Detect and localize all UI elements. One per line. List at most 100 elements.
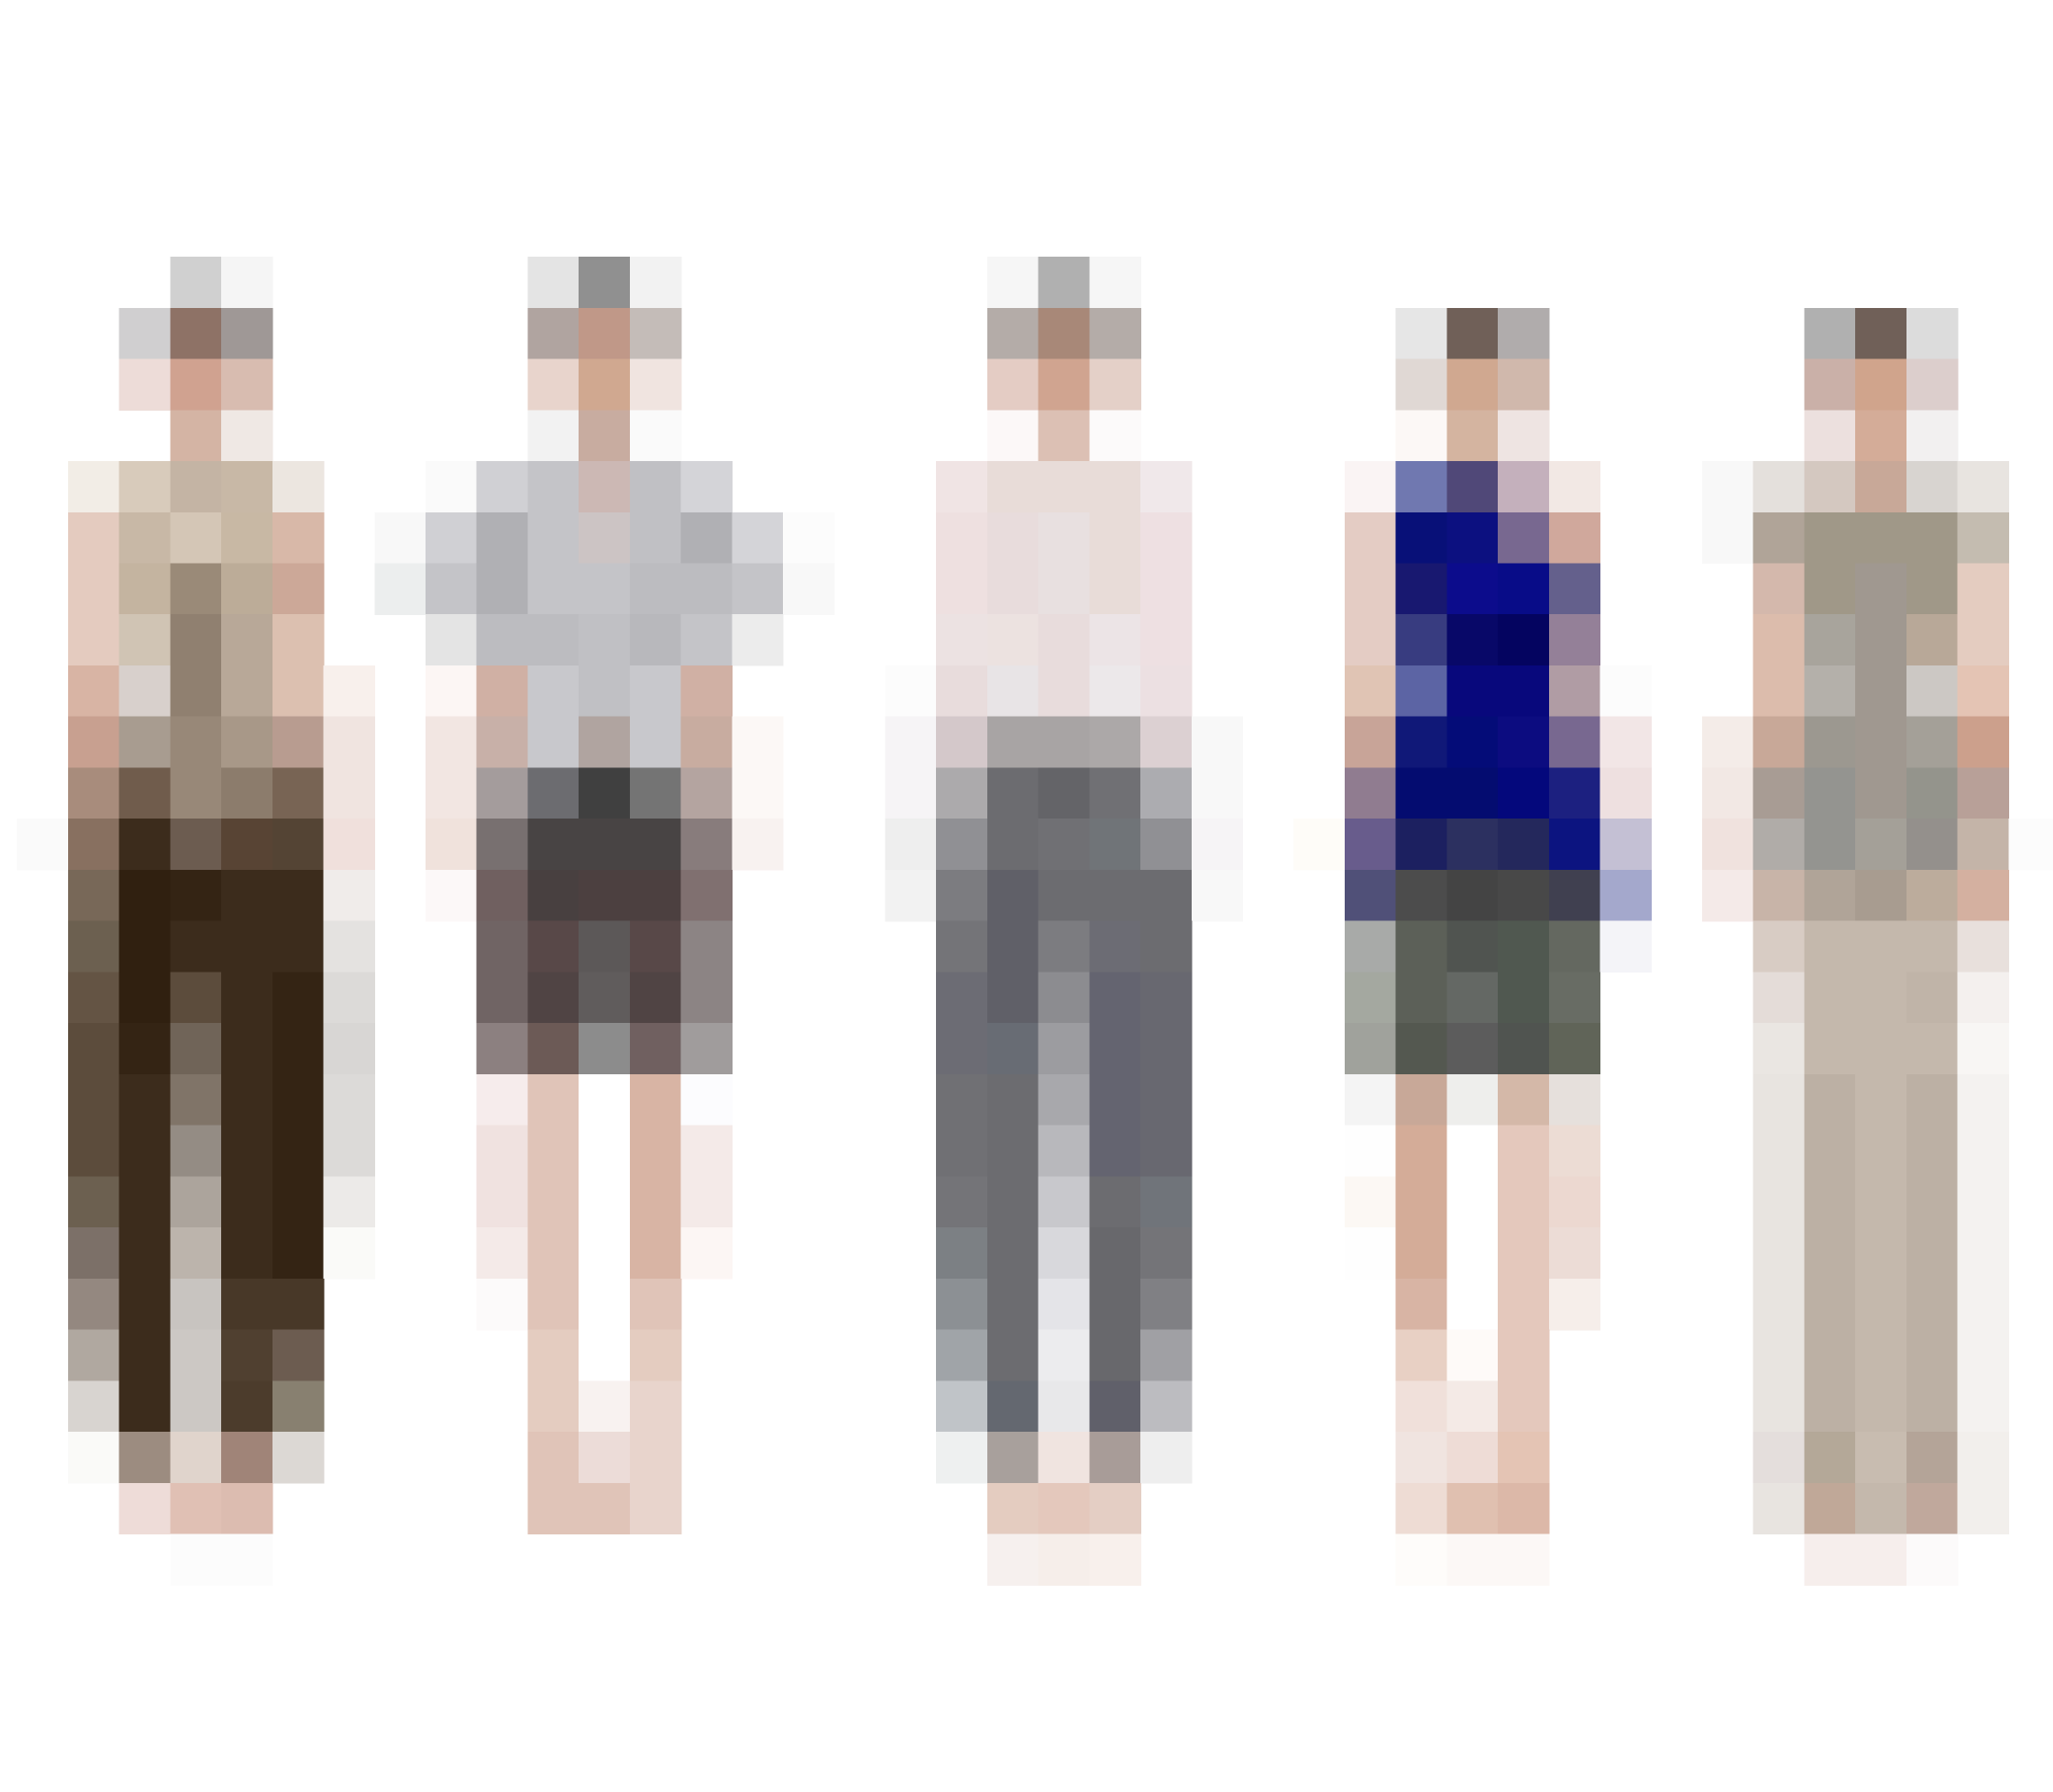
pixel: [323, 716, 375, 769]
pixel: [221, 1023, 273, 1075]
pixel: [1906, 563, 1959, 615]
pixel: [1498, 1176, 1550, 1228]
pixel: [1957, 1176, 2009, 1228]
pixel: [1089, 665, 1141, 718]
pixel: [527, 461, 580, 513]
pixel: [221, 1380, 273, 1433]
pixel: [1855, 1125, 1907, 1178]
pixel: [629, 1432, 682, 1484]
pixel: [1140, 716, 1193, 769]
pixel: [221, 1125, 273, 1178]
pixel: [425, 819, 478, 871]
pixel: [1498, 1278, 1550, 1331]
pixel: [1906, 358, 1959, 411]
pixel: [936, 511, 988, 565]
pixel: [67, 1125, 120, 1178]
pixel: [476, 614, 529, 666]
pixel: [1344, 1227, 1397, 1280]
pixel: [1957, 1023, 2009, 1075]
pixel: [1548, 1278, 1601, 1331]
pixel: [67, 614, 120, 666]
pixel: [527, 563, 580, 615]
pixel: [323, 972, 375, 1024]
pixel: [272, 1125, 325, 1178]
pixel: [1498, 563, 1550, 615]
pixel: [272, 614, 325, 666]
pixel: [1140, 1329, 1193, 1381]
pixel: [579, 1482, 631, 1535]
pixel: [221, 1533, 273, 1586]
pixel: [1038, 767, 1091, 819]
pixel: [1089, 1073, 1141, 1127]
pixel: [1344, 716, 1397, 769]
pixel: [67, 461, 120, 513]
pixel: [936, 1432, 988, 1484]
pixel: [1753, 1482, 1806, 1535]
pixel: [629, 1023, 682, 1075]
pixel: [1344, 767, 1397, 819]
pixel: [1089, 563, 1141, 615]
pixel: [680, 767, 733, 819]
pixel: [1038, 1023, 1091, 1075]
figure: [1293, 307, 1652, 1586]
pixel: [1089, 972, 1141, 1024]
pixel: [1753, 563, 1806, 615]
pixel: [1753, 1329, 1806, 1381]
pixel: [1957, 1278, 2009, 1331]
pixel: [323, 1073, 375, 1127]
pixel: [1089, 410, 1141, 462]
pixel: [579, 410, 631, 462]
pixel: [1906, 1176, 1959, 1228]
pixel: [1804, 614, 1856, 666]
pixel: [1804, 767, 1856, 819]
pixel: [527, 1125, 580, 1178]
pixel: [476, 511, 529, 565]
pixel: [1498, 972, 1550, 1024]
pixel: [1089, 716, 1141, 769]
pixel: [170, 1329, 222, 1381]
pixel: [119, 563, 172, 615]
pixel: [1140, 1278, 1193, 1331]
pixel: [936, 614, 988, 666]
pixel: [579, 767, 631, 819]
pixel: [986, 1023, 1040, 1075]
pixel: [680, 511, 733, 565]
pixel: [579, 358, 631, 411]
pixel: [1498, 1023, 1550, 1075]
pixel: [272, 716, 325, 769]
pixel: [476, 1125, 529, 1178]
pixel: [170, 1533, 222, 1586]
pixel: [1344, 972, 1397, 1024]
pixel: [17, 819, 69, 871]
pixel: [1753, 1278, 1806, 1331]
pixel: [1038, 1073, 1091, 1127]
pixel: [885, 665, 937, 718]
pixel: [1446, 358, 1499, 411]
pixel: [1498, 1227, 1550, 1280]
pixel: [1957, 461, 2009, 513]
pixel: [119, 1125, 172, 1178]
pixel: [1957, 511, 2009, 565]
pixel: [272, 869, 325, 922]
pixel: [323, 1125, 375, 1178]
pixel: [67, 1329, 120, 1381]
pixel: [527, 1176, 580, 1228]
pixel: [527, 1482, 580, 1535]
pixel: [1395, 767, 1448, 819]
pixel: [1855, 410, 1907, 462]
pixel: [1701, 819, 1754, 871]
pixel: [1906, 819, 1959, 871]
pixel: [221, 511, 273, 565]
pixel: [527, 972, 580, 1024]
pixel: [1038, 819, 1091, 871]
pixel: [1957, 1125, 2009, 1178]
pixel: [67, 1023, 120, 1075]
pixel: [119, 1329, 172, 1381]
pixel: [1498, 1432, 1550, 1484]
pixel: [986, 665, 1040, 718]
pixel: [1855, 819, 1907, 871]
pixel: [1446, 511, 1499, 565]
pixel: [1140, 1023, 1193, 1075]
pixel: [1753, 767, 1806, 819]
